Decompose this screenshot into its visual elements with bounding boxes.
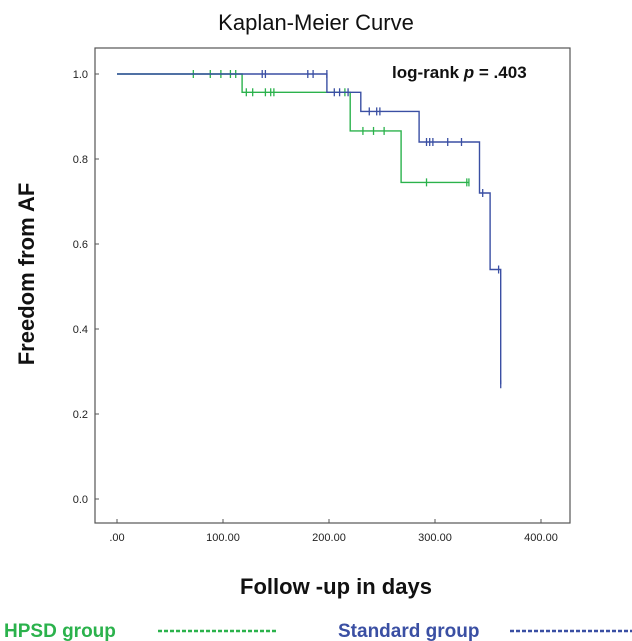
plot-frame [94,47,571,524]
log-rank-annotation: log-rank p = .403 [392,63,527,82]
x-tick-label: 100.00 [206,532,240,544]
x-tick-label: 200.00 [312,532,346,544]
y-axis-label: Freedom from AF [14,183,39,366]
series-line-hpsd [117,73,469,184]
legend: HPSD group Standard group [4,621,632,641]
series-line-standard [117,73,502,385]
y-tick-label: 1.0 [73,69,88,81]
legend-item-hpsd: HPSD group [4,621,116,641]
annotation-value: = .403 [474,63,526,82]
y-tick-label: 0.2 [73,409,88,421]
annotation-p: p [463,63,474,82]
y-tick-label: 0.8 [73,154,88,166]
axes-layer: 0.0 0.2 0.4 0.6 0.8 1.0 .00 100.00 200.00 300.00 4… [73,69,558,544]
x-tick-label: .00 [109,532,124,544]
x-tick-label: 300.00 [418,532,452,544]
y-tick-label: 0.4 [73,324,88,336]
legend-item-standard: Standard group [338,621,479,641]
series-layer [117,70,502,389]
x-axis-label: Follow -up in days [240,574,432,599]
y-tick-label: 0.6 [73,239,88,251]
annotation-prefix: log-rank [392,63,464,82]
y-tick-label: 0.0 [73,494,88,506]
x-tick-label: 400.00 [524,532,558,544]
chart-title: Kaplan-Meier Curve [218,10,414,35]
